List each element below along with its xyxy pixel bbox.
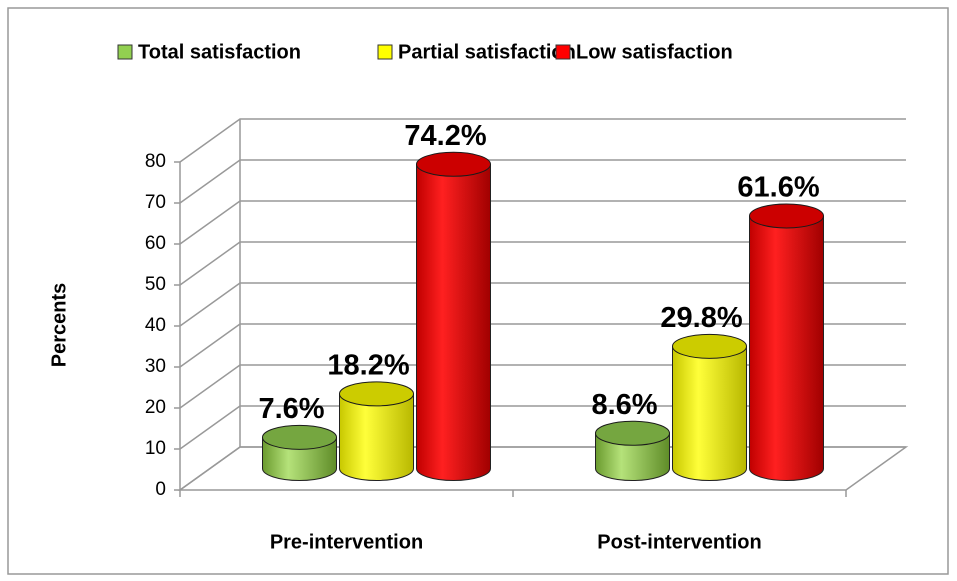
- y-tick-label: 80: [145, 151, 166, 172]
- y-tick-label: 40: [145, 315, 166, 336]
- x-tick-label: Post-intervention: [597, 531, 761, 553]
- legend-label: Low satisfaction: [576, 41, 733, 63]
- cylinder-top: [416, 151, 491, 177]
- value-label: 18.2%: [327, 350, 409, 382]
- value-label: 29.8%: [660, 302, 742, 334]
- y-tick-label: 10: [145, 438, 166, 459]
- y-tick-label: 0: [155, 479, 166, 500]
- value-label: 74.2%: [404, 120, 486, 152]
- cylinder-top: [595, 420, 670, 446]
- y-tick-label: 50: [145, 274, 166, 295]
- cylinder-body: [416, 163, 491, 481]
- y-tick-label: 60: [145, 233, 166, 254]
- cylinder: [339, 381, 414, 481]
- cylinder-top: [339, 381, 414, 407]
- grid-line: [179, 323, 906, 368]
- grid-line: [179, 118, 906, 163]
- cylinder-body: [595, 432, 670, 481]
- grid-line: [179, 200, 906, 245]
- cylinder: [416, 151, 491, 481]
- cylinder: [672, 333, 747, 481]
- grid-line: [179, 282, 906, 327]
- y-tick-label: 20: [145, 397, 166, 418]
- cylinder-top: [672, 333, 747, 359]
- y-tick-label: 30: [145, 356, 166, 377]
- legend-swatch: [555, 44, 571, 60]
- legend-label: Partial satisfaction: [398, 41, 576, 63]
- y-tick-label: 70: [145, 192, 166, 213]
- value-label: 61.6%: [737, 172, 819, 204]
- cylinder: [749, 203, 824, 481]
- grid-line: [179, 241, 906, 286]
- y-axis-title: Percents: [48, 283, 70, 368]
- cylinder: [595, 420, 670, 481]
- cylinder-top: [262, 424, 337, 450]
- legend-label: Total satisfaction: [138, 41, 301, 63]
- value-label: 7.6%: [258, 393, 324, 425]
- grid-line: [179, 159, 906, 204]
- value-label: 8.6%: [591, 389, 657, 421]
- legend-swatch: [117, 44, 133, 60]
- cylinder: [262, 424, 337, 481]
- cylinder-body: [672, 345, 747, 481]
- x-tick-label: Pre-intervention: [270, 531, 423, 553]
- legend-swatch: [377, 44, 393, 60]
- cylinder-body: [339, 393, 414, 481]
- cylinder-body: [749, 215, 824, 481]
- cylinder-top: [749, 203, 824, 229]
